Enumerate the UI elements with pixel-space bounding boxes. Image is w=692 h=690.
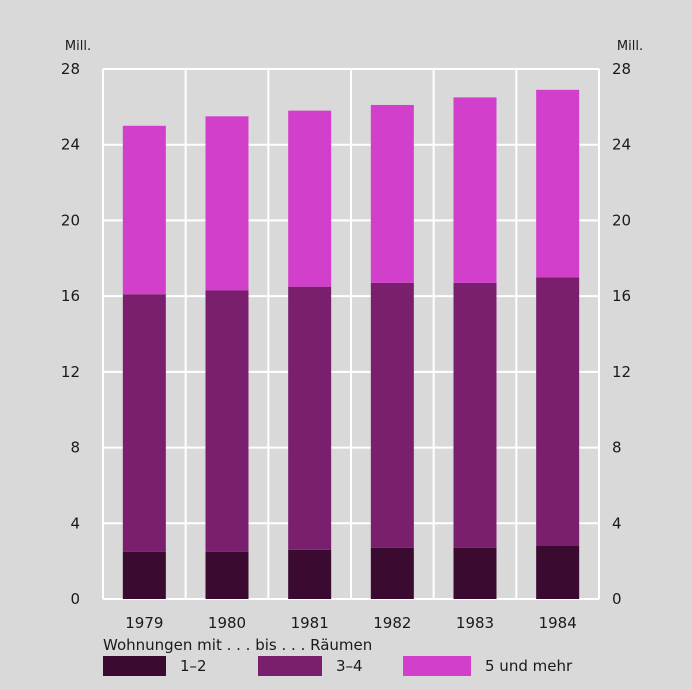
- bar-segment-1983-series-2: [453, 282, 497, 548]
- y-unit-left: Mill.: [65, 39, 91, 54]
- bar-segment-1981-series-1: [288, 549, 332, 599]
- x-tick-label: 1980: [208, 614, 246, 632]
- x-axis: 1979 1980 1981 1982 1983 1984: [125, 614, 577, 632]
- y-tick-label-left: 0: [70, 590, 80, 608]
- y-tick-label-left: 8: [70, 439, 80, 457]
- bar-segment-1981-series-2: [288, 286, 332, 550]
- y-tick-label-right: 16: [612, 287, 631, 305]
- y-tick-label-left: 12: [61, 363, 80, 381]
- bar-segment-1983-series-3: [453, 97, 497, 283]
- legend-title: Wohnungen mit . . . bis . . . Räumen: [103, 636, 373, 654]
- bar-segment-1982-series-3: [370, 104, 414, 283]
- bar-segment-1980-series-3: [205, 116, 249, 291]
- bar-segment-1979-series-2: [122, 294, 166, 552]
- bar-segment-1982-series-2: [370, 282, 414, 548]
- legend-swatch-5-und-mehr: [403, 656, 471, 676]
- bar-segment-1979-series-1: [122, 551, 166, 599]
- bars: [122, 89, 580, 599]
- y-tick-label-right: 4: [612, 514, 622, 532]
- x-tick-label: 1981: [291, 614, 329, 632]
- legend-swatch-3-4: [258, 656, 322, 676]
- legend-label-1-2: 1–2: [180, 657, 207, 675]
- y-tick-label-right: 8: [612, 439, 622, 457]
- y-tick-label-right: 0: [612, 590, 622, 608]
- y-axis-right: 0 4 8 12 16 20 24 28: [612, 60, 631, 608]
- x-tick-label: 1982: [373, 614, 411, 632]
- legend-label-3-4: 3–4: [336, 657, 363, 675]
- y-tick-label-right: 28: [612, 60, 631, 78]
- bar-segment-1982-series-1: [370, 547, 414, 599]
- legend-item-1-2: 1–2: [103, 654, 207, 678]
- y-tick-label-left: 4: [70, 514, 80, 532]
- y-tick-label-right: 24: [612, 136, 631, 154]
- bar-segment-1984-series-2: [536, 277, 580, 546]
- x-tick-label: 1983: [456, 614, 494, 632]
- gridlines: [102, 68, 600, 600]
- legend-swatch-1-2: [103, 656, 166, 676]
- bar-segment-1979-series-3: [122, 125, 166, 295]
- bar-segment-1983-series-1: [453, 547, 497, 599]
- y-tick-label-left: 20: [61, 211, 80, 229]
- y-axis-left: 0 4 8 12 16 20 24 28: [61, 60, 80, 608]
- y-tick-label-right: 12: [612, 363, 631, 381]
- bar-segment-1984-series-1: [536, 546, 580, 599]
- bar-segment-1980-series-1: [205, 551, 249, 599]
- y-tick-label-left: 24: [61, 136, 80, 154]
- legend-item-3-4: 3–4: [258, 654, 363, 678]
- x-tick-label: 1979: [125, 614, 163, 632]
- bar-segment-1984-series-3: [536, 89, 580, 278]
- y-tick-label-left: 16: [61, 287, 80, 305]
- y-tick-label-left: 28: [61, 60, 80, 78]
- x-tick-label: 1984: [539, 614, 577, 632]
- legend-label-5-und-mehr: 5 und mehr: [485, 657, 573, 675]
- y-unit-right: Mill.: [617, 39, 643, 54]
- y-tick-label-right: 20: [612, 211, 631, 229]
- bar-segment-1981-series-3: [288, 110, 332, 287]
- bar-segment-1980-series-2: [205, 290, 249, 552]
- legend-item-5-und-mehr: 5 und mehr: [403, 654, 572, 678]
